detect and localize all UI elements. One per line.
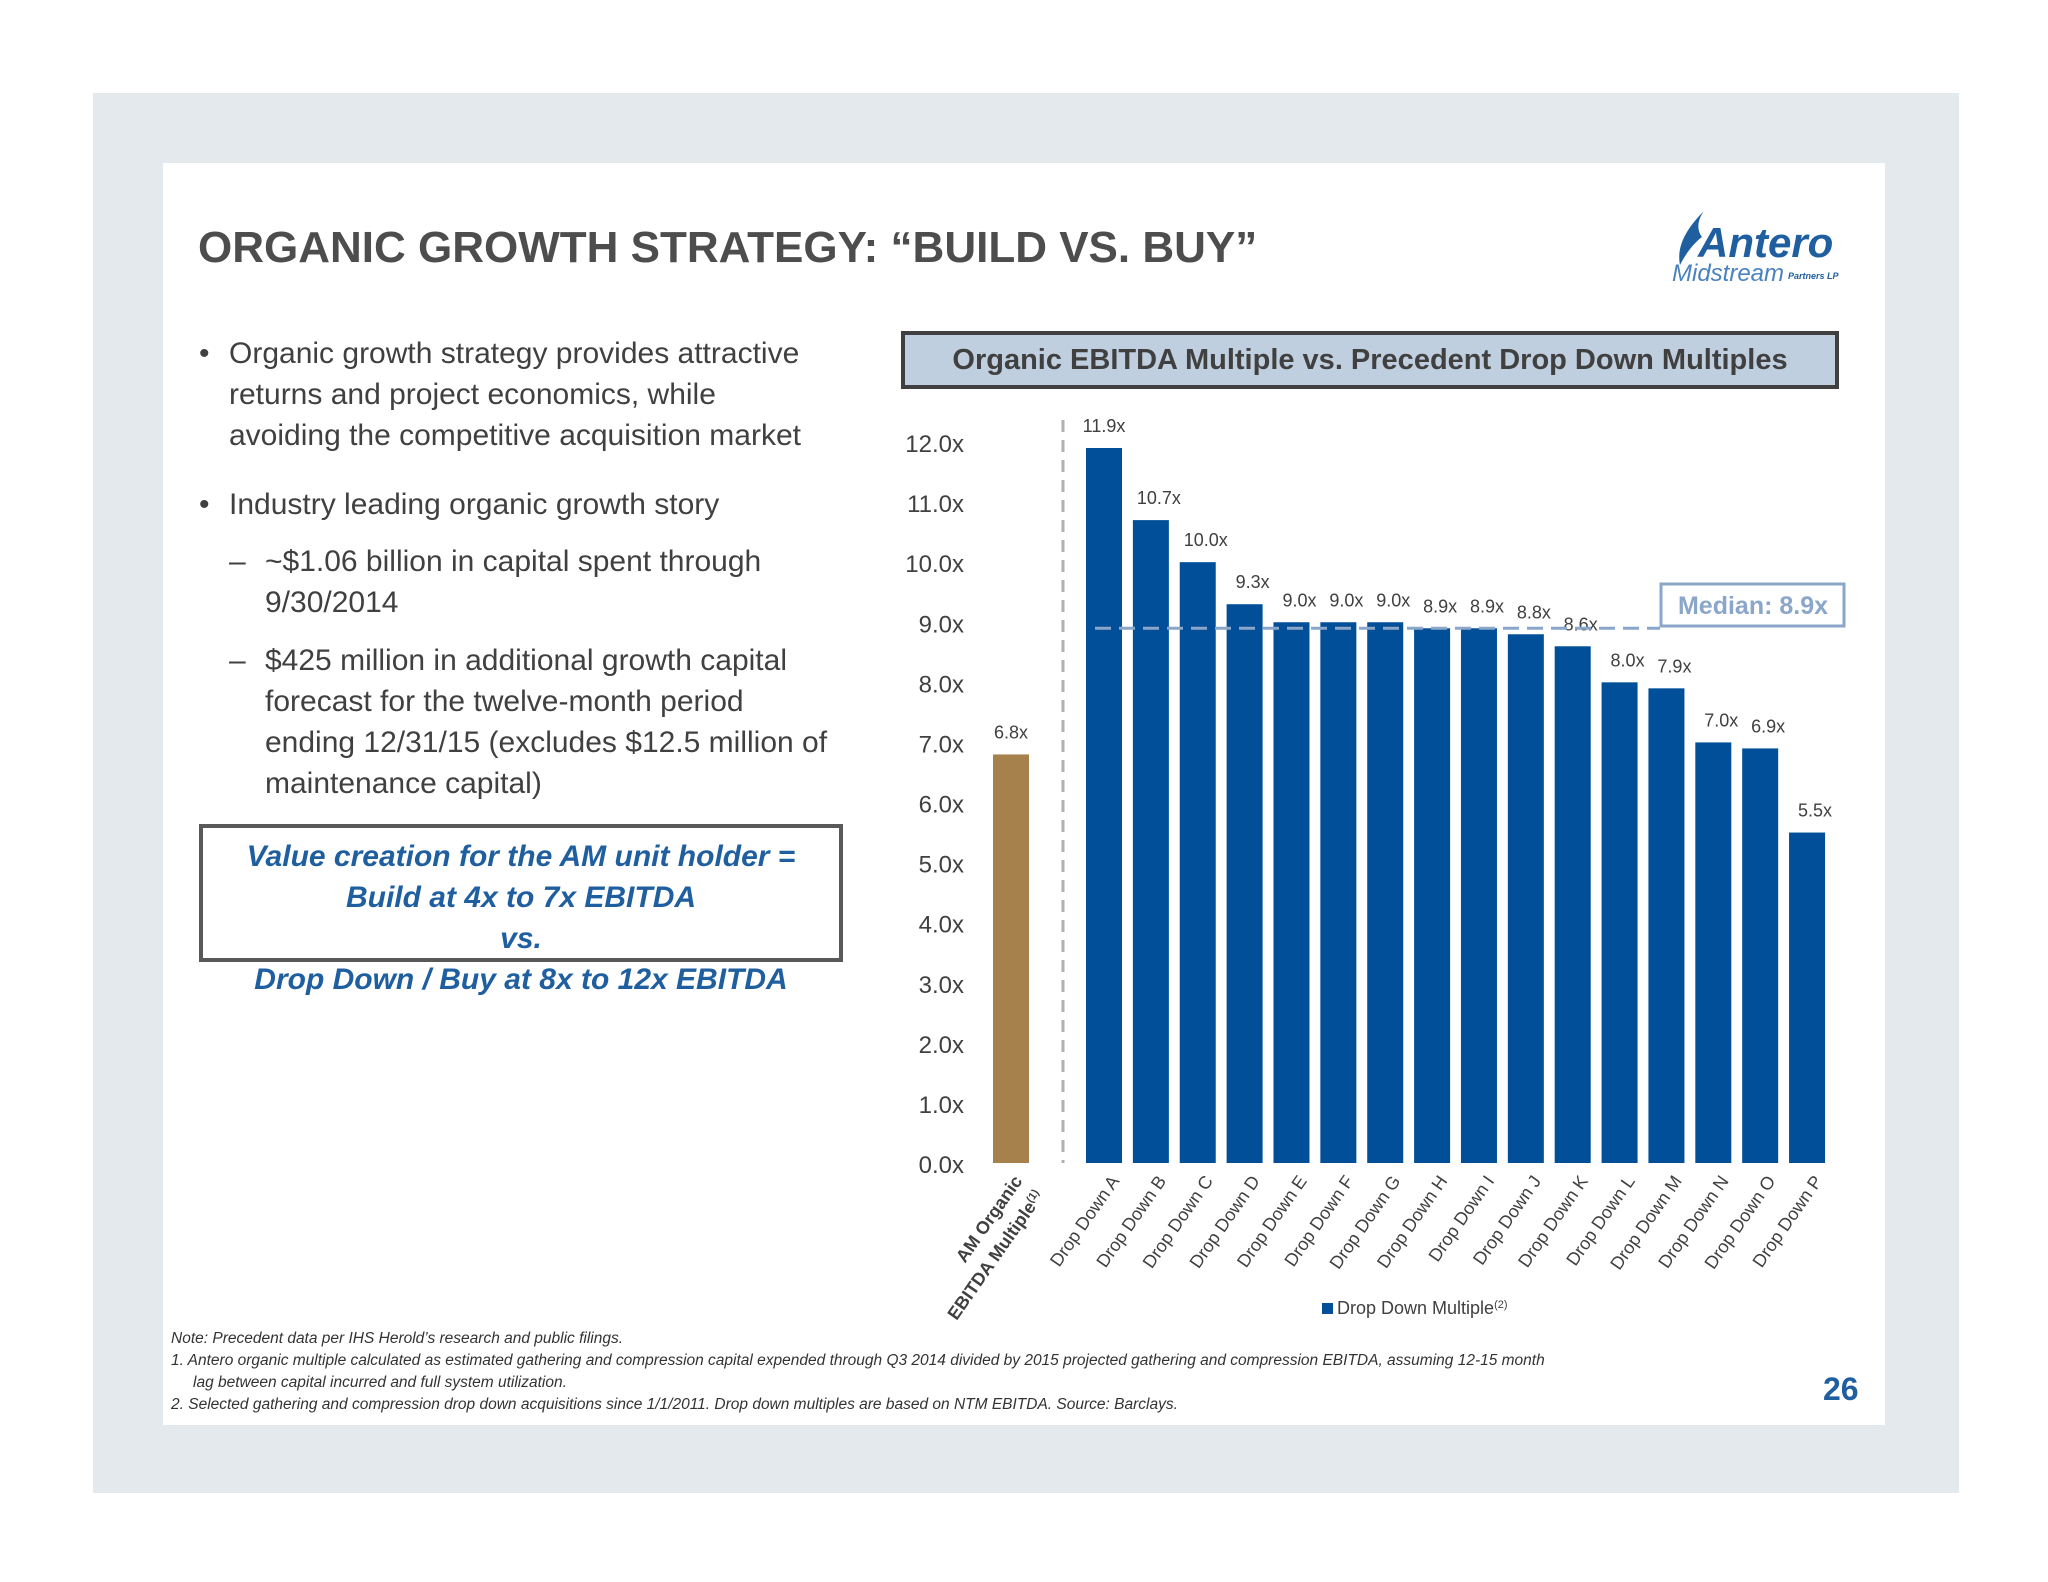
bar-drop-down: [1507, 634, 1544, 1163]
y-tick-label: 9.0x: [919, 611, 964, 638]
page-number: 26: [1823, 1371, 1859, 1407]
y-tick-label: 2.0x: [919, 1032, 964, 1059]
y-tick-label: 12.0x: [905, 431, 964, 458]
bullet-dot-icon: •: [199, 337, 210, 370]
legend-swatch: [1322, 1303, 1333, 1314]
y-tick-label: 10.0x: [905, 551, 964, 578]
bar-drop-down: [1789, 832, 1826, 1163]
bar-drop-down: [1414, 628, 1451, 1163]
legend-text: Drop Down Multiple: [1337, 1298, 1494, 1318]
bar-organic: [993, 754, 1029, 1163]
sub-bullet-2: – $425 million in additional growth capi…: [229, 640, 855, 804]
bar-drop-down: [1367, 622, 1404, 1163]
bar-drop-down: [1554, 646, 1591, 1163]
sub-bullet-2-line: maintenance capital): [265, 767, 542, 800]
data-label: 7.9x: [1657, 656, 1691, 676]
data-label: 8.0x: [1611, 650, 1645, 670]
sub-bullet-1-line: ~$1.06 billion in capital spent through: [265, 545, 762, 578]
footnote: lag between capital incurred and full sy…: [193, 1374, 567, 1391]
bar-drop-down: [1086, 448, 1122, 1164]
data-label: 11.9x: [1083, 416, 1126, 436]
chart-title: Organic EBITDA Multiple vs. Precedent Dr…: [901, 331, 1839, 389]
data-label: 8.8x: [1517, 602, 1551, 622]
footnote: 1. Antero organic multiple calculated as…: [171, 1352, 1545, 1369]
bar-drop-down: [1320, 622, 1357, 1163]
footnotes: Note: Precedent data per IHS Herold’s re…: [171, 1328, 1731, 1416]
value-box-line: Drop Down / Buy at 8x to 12x EBITDA: [254, 963, 788, 996]
sub-bullet-1-line: 9/30/2014: [265, 586, 399, 619]
bar-drop-down: [1648, 688, 1685, 1163]
legend-label: Drop Down Multiple(2): [1337, 1298, 1508, 1318]
slide: ORGANIC GROWTH STRATEGY: “BUILD VS. BUY”…: [163, 163, 1885, 1425]
median-label-box: [1659, 582, 1846, 628]
sub-bullet-1: – ~$1.06 billion in capital spent throug…: [229, 541, 845, 623]
y-tick-label: 11.0x: [907, 491, 964, 518]
y-tick-label: 1.0x: [919, 1092, 964, 1119]
bullet-1: • Organic growth strategy provides attra…: [199, 333, 849, 456]
page-title: ORGANIC GROWTH STRATEGY: “BUILD VS. BUY”: [198, 223, 1258, 272]
bar-drop-down: [1460, 628, 1497, 1163]
bar-drop-down: [1742, 748, 1779, 1163]
median-label: Median: 8.9x: [1678, 592, 1828, 620]
data-label: 8.6x: [1564, 614, 1598, 634]
bullet-2: • Industry leading organic growth story: [199, 484, 849, 525]
data-label: 9.0x: [1376, 590, 1410, 610]
data-label: 5.5x: [1798, 801, 1832, 821]
value-creation-box: Value creation for the AM unit holder = …: [199, 824, 843, 996]
legend-sup: (2): [1494, 1299, 1507, 1311]
logo-sub: Midstream: [1672, 260, 1784, 287]
bullet-dot-icon: •: [199, 488, 210, 521]
data-label: 10.0x: [1184, 530, 1228, 550]
sub-bullet-dash-icon: –: [229, 545, 246, 578]
value-box-line: Value creation for the AM unit holder =: [246, 840, 796, 873]
y-tick-label: 5.0x: [919, 852, 964, 879]
bar-drop-down: [1132, 520, 1169, 1163]
y-tick-label: 3.0x: [919, 972, 964, 999]
bar-drop-down: [1226, 604, 1263, 1163]
y-tick-label: 8.0x: [919, 671, 964, 698]
bullet-1-line: returns and project economics, while: [229, 378, 716, 411]
footnote: Note: Precedent data per IHS Herold’s re…: [171, 1330, 624, 1347]
bar-drop-down: [1273, 622, 1310, 1163]
y-tick-label: 7.0x: [919, 731, 964, 758]
bullet-2-line: Industry leading organic growth story: [229, 488, 720, 521]
data-label: 10.7x: [1137, 488, 1181, 508]
sub-bullet-2-line: $425 million in additional growth capita…: [265, 644, 787, 677]
bar-drop-down: [1179, 562, 1216, 1163]
sub-bullet-dash-icon: –: [229, 644, 246, 677]
data-label: 9.0x: [1282, 590, 1316, 610]
bullet-1-line: Organic growth strategy provides attract…: [229, 337, 800, 370]
y-tick-label: 0.0x: [919, 1152, 964, 1179]
sub-bullet-2-line: ending 12/31/15 (excludes $12.5 million …: [265, 726, 828, 759]
bullet-1-line: avoiding the competitive acquisition mar…: [229, 419, 801, 452]
data-label: 8.9x: [1470, 596, 1504, 616]
value-box-line: Build at 4x to 7x EBITDA: [345, 881, 697, 914]
antero-logo: Antero Midstream Partners LP: [1672, 211, 1840, 287]
y-tick-label: 4.0x: [919, 912, 964, 939]
y-tick-label: 6.0x: [919, 792, 964, 819]
bar-chart: 0.0x 1.0x 2.0x 3.0x 4.0x 5.0x 6.0x 7.0x 8.0x 9.0x…: [905, 416, 1846, 1323]
x-tick-label-organic: AM OrganicEBITDA Multiple(1): [922, 1172, 1048, 1323]
data-label: 6.8x: [994, 722, 1028, 742]
value-box-line: vs.: [500, 922, 542, 955]
data-label: 7.0x: [1704, 710, 1738, 730]
data-label: 9.0x: [1329, 590, 1363, 610]
logo-main: Antero: [1697, 219, 1833, 266]
flame-icon: [1679, 211, 1704, 265]
data-label: 6.9x: [1751, 716, 1785, 736]
sub-bullet-2-line: forecast for the twelve-month period: [265, 685, 744, 718]
bar-drop-down: [1601, 682, 1638, 1163]
logo-suffix: Partners LP: [1788, 271, 1840, 281]
bar-drop-down: [1695, 742, 1732, 1163]
footnote: 2. Selected gathering and compression dr…: [171, 1396, 1178, 1413]
data-label: 8.9x: [1423, 596, 1457, 616]
data-label: 9.3x: [1236, 572, 1270, 592]
